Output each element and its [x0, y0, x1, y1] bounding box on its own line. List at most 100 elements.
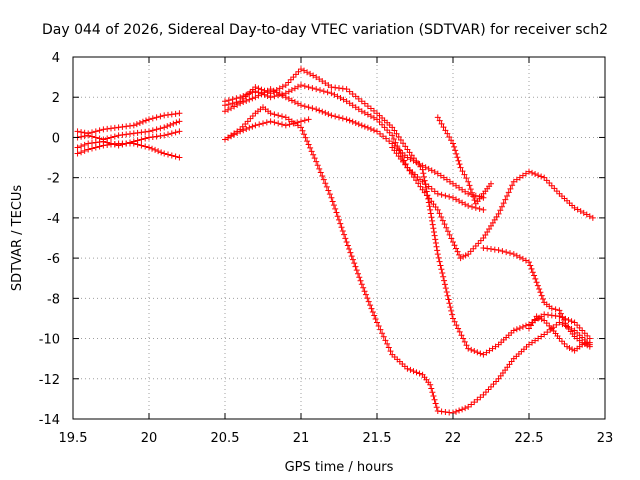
data-point-marker: [466, 182, 473, 189]
data-point-marker: [420, 170, 427, 177]
data-point-marker: [371, 312, 378, 319]
data-point-marker: [380, 133, 387, 140]
series-trace-e: [222, 82, 596, 262]
data-point-marker: [222, 102, 228, 109]
data-point-marker: [340, 96, 347, 103]
data-point-marker: [492, 343, 499, 350]
data-point-marker: [161, 132, 168, 139]
data-point-marker: [298, 66, 304, 73]
x-tick-label: 20.5: [211, 431, 240, 446]
data-point-marker: [529, 269, 536, 276]
data-point-marker: [516, 174, 523, 181]
data-point-marker: [348, 253, 355, 260]
data-point-marker: [320, 88, 327, 95]
data-point-marker: [395, 133, 402, 140]
data-point-marker: [146, 144, 152, 151]
data-point-marker: [279, 92, 286, 99]
data-point-marker: [74, 128, 81, 135]
data-point-marker: [529, 339, 536, 346]
data-point-marker: [328, 84, 335, 91]
data-point-marker: [507, 250, 513, 257]
data-point-marker: [334, 93, 341, 100]
data-point-marker: [146, 116, 152, 123]
data-point-marker: [457, 255, 464, 262]
data-point-marker: [355, 95, 362, 102]
data-point-marker: [100, 142, 107, 149]
data-point-marker: [301, 83, 308, 90]
data-point-marker: [244, 118, 251, 125]
data-point-marker: [271, 93, 278, 100]
data-point-marker: [458, 332, 465, 339]
data-point-marker: [357, 277, 364, 284]
data-point-marker: [564, 343, 570, 350]
data-point-marker: [454, 154, 461, 161]
data-point-marker: [404, 365, 411, 372]
data-point-marker: [461, 338, 468, 345]
data-point-marker: [146, 134, 152, 141]
data-point-marker: [349, 256, 356, 263]
data-point-marker: [108, 134, 114, 141]
data-point-marker: [123, 131, 130, 138]
data-point-marker: [74, 150, 81, 157]
data-point-marker: [115, 132, 122, 139]
data-point-marker: [133, 121, 140, 128]
data-point-marker: [319, 108, 326, 115]
data-point-marker: [453, 150, 460, 157]
data-point-marker: [310, 151, 317, 158]
x-tick-label: 20: [141, 431, 158, 446]
data-point-marker: [292, 71, 299, 78]
data-point-marker: [579, 341, 586, 348]
data-point-marker: [314, 162, 321, 169]
data-point-marker: [267, 90, 274, 97]
data-point-marker: [172, 129, 179, 136]
data-point-marker: [115, 124, 122, 131]
data-point-marker: [490, 381, 497, 388]
data-point-marker: [538, 316, 545, 323]
data-point-marker: [279, 83, 286, 90]
data-point-marker: [285, 88, 292, 95]
data-point-marker: [484, 245, 491, 252]
data-point-marker: [586, 213, 593, 220]
data-point-marker: [448, 137, 455, 144]
data-point-marker: [503, 249, 510, 256]
data-point-marker: [225, 101, 232, 108]
data-point-marker: [428, 385, 435, 392]
data-point-marker: [233, 99, 240, 106]
x-axis-label: GPS time / hours: [285, 460, 394, 475]
data-point-marker: [228, 105, 235, 112]
data-point-marker: [370, 107, 377, 114]
data-point-marker: [229, 100, 236, 107]
data-point-marker: [541, 174, 548, 181]
data-point-marker: [74, 144, 81, 151]
data-point-marker: [276, 85, 283, 92]
data-point-marker: [380, 333, 387, 340]
data-point-marker: [240, 127, 247, 134]
data-point-marker: [367, 105, 374, 112]
data-point-marker: [516, 254, 523, 261]
data-point-marker: [81, 147, 88, 154]
data-point-marker: [522, 257, 529, 264]
data-point-marker: [439, 270, 446, 277]
data-point-marker: [528, 265, 535, 272]
data-point-marker: [273, 86, 280, 93]
series-trace-f: [222, 86, 487, 201]
data-point-marker: [556, 307, 563, 314]
data-point-marker: [301, 131, 308, 138]
data-point-marker: [349, 102, 356, 109]
data-point-marker: [548, 305, 555, 312]
data-point-marker: [104, 125, 111, 132]
data-point-marker: [480, 391, 487, 398]
data-point-marker: [377, 326, 384, 333]
data-point-marker: [337, 95, 344, 102]
data-point-marker: [172, 110, 179, 117]
data-point-marker: [346, 246, 353, 253]
data-point-marker: [574, 206, 581, 213]
data-point-marker: [305, 84, 312, 91]
data-point-marker: [343, 239, 350, 246]
data-point-marker: [446, 300, 453, 307]
data-point-marker: [446, 409, 453, 416]
data-point-marker: [438, 266, 445, 273]
data-point-marker: [448, 307, 455, 314]
data-point-marker: [436, 117, 443, 124]
data-point-marker: [476, 205, 483, 212]
